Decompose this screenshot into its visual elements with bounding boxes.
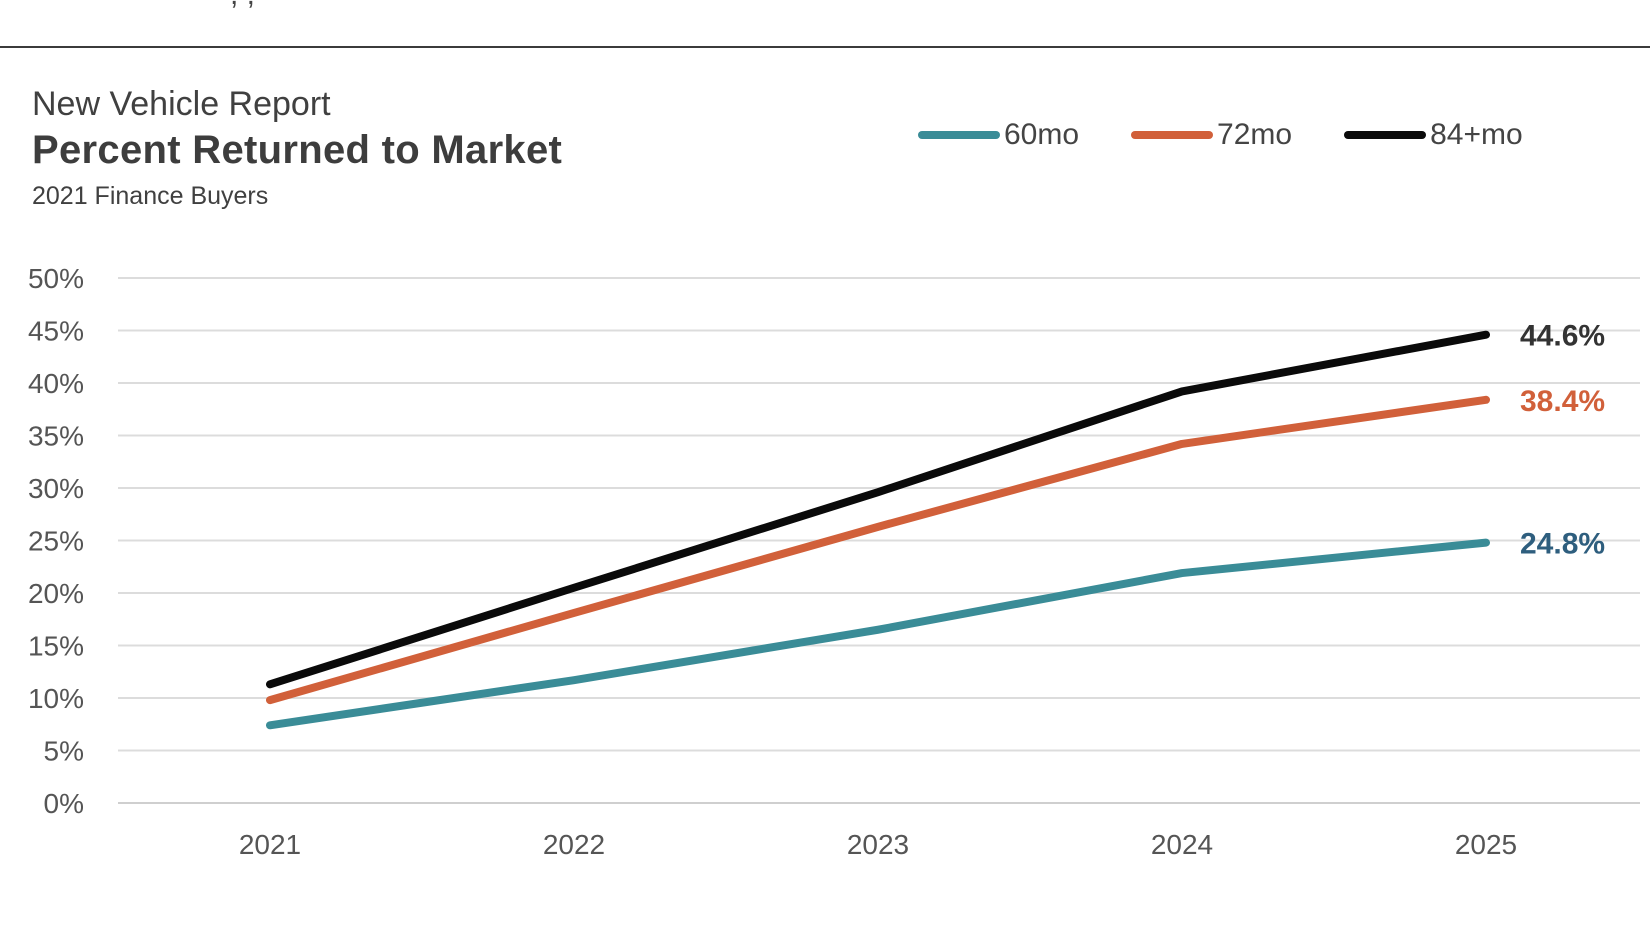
legend-item-84mo: 84+mo (1344, 118, 1523, 152)
chart-heading: New Vehicle Report Percent Returned to M… (32, 84, 562, 214)
series-line-72mo (266, 395, 1490, 705)
data-point-72mo-2021 (269, 699, 271, 701)
y-tick-label-10: 10% (28, 683, 84, 714)
cropped-header-text: , , (230, 0, 255, 12)
legend-label-60mo: 60mo (1004, 118, 1080, 151)
y-tick-label-50: 50% (28, 263, 84, 294)
legend-swatch-84mo (1344, 131, 1427, 139)
chart-subtitle: 2021 Finance Buyers (32, 182, 269, 210)
gridlines (118, 277, 1640, 804)
x-tick-label-2021: 2021 (239, 829, 301, 860)
data-point-72mo-2022 (573, 612, 575, 614)
series-lines (266, 330, 1490, 730)
x-axis-ticks: 2021 2022 2023 2024 2025 (239, 829, 1517, 860)
top-divider (0, 46, 1650, 48)
legend-swatch-60mo (918, 131, 1000, 139)
y-tick-label-30: 30% (28, 473, 84, 504)
y-tick-label-0: 0% (44, 788, 84, 819)
legend-item-72mo: 72mo (1131, 118, 1292, 152)
y-tick-label-25: 25% (28, 526, 84, 557)
data-point-60mo-2022 (573, 679, 575, 681)
x-tick-label-2022: 2022 (543, 829, 605, 860)
chart-legend: 60mo 72mo 84+mo (918, 118, 1523, 152)
data-point-60mo-2025 (1485, 542, 1487, 544)
x-tick-label-2023: 2023 (847, 829, 909, 860)
end-label-84mo: 44.6% (1520, 320, 1605, 353)
y-tick-label-5: 5% (44, 736, 84, 767)
data-point-60mo-2023 (877, 629, 879, 631)
data-point-72mo-2025 (1485, 399, 1487, 401)
y-tick-label-15: 15% (28, 631, 84, 662)
y-tick-label-45: 45% (28, 316, 84, 347)
legend-swatch-72mo (1131, 131, 1214, 139)
y-tick-label-40: 40% (28, 368, 84, 399)
data-point-84mo-2021 (269, 683, 271, 685)
end-label-60mo: 24.8% (1520, 528, 1605, 561)
data-point-84mo-2023 (877, 491, 879, 493)
y-axis-ticks: 0% 5% 10% 15% 20% 25% 30% 35% 40% 45% 50% (28, 263, 84, 819)
legend-label-72mo: 72mo (1217, 118, 1293, 151)
data-point-60mo-2021 (269, 724, 271, 726)
legend-item-60mo: 60mo (918, 118, 1079, 152)
end-label-72mo: 38.4% (1520, 385, 1605, 418)
x-tick-label-2025: 2025 (1455, 829, 1517, 860)
data-point-72mo-2023 (877, 526, 879, 528)
chart-title: Percent Returned to Market (32, 128, 563, 172)
data-point-84mo-2024 (1181, 390, 1183, 392)
data-point-84mo-2025 (1485, 334, 1487, 336)
data-point-84mo-2022 (573, 587, 575, 589)
y-tick-label-20: 20% (28, 578, 84, 609)
data-point-72mo-2024 (1181, 443, 1183, 445)
end-labels: 24.8% 38.4% 44.6% (1520, 320, 1605, 561)
x-tick-label-2024: 2024 (1151, 829, 1213, 860)
legend-label-84mo: 84+mo (1430, 118, 1523, 151)
data-point-60mo-2024 (1181, 572, 1183, 574)
y-tick-label-35: 35% (28, 421, 84, 452)
chart-supertitle: New Vehicle Report (32, 85, 331, 123)
